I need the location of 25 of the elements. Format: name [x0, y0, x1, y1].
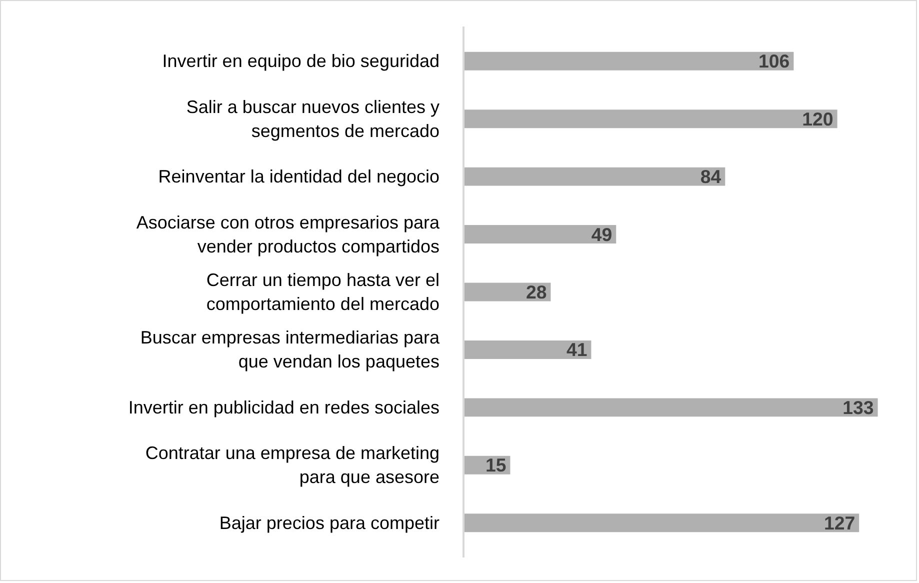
y-tick-label: Buscar empresas intermediarias para que vendan los paquetes — [140, 328, 440, 372]
y-tick-label: Cerrar un tiempo hasta ver el comportamiento del mercado — [206, 270, 440, 314]
data-label: 127 — [824, 512, 856, 534]
data-label: 120 — [802, 108, 834, 130]
bar — [464, 225, 616, 244]
data-label: 84 — [700, 166, 722, 188]
bar — [464, 110, 838, 128]
data-label: 15 — [485, 454, 506, 476]
y-tick-label: Bajar precios para competir — [219, 512, 440, 533]
y-tick-label: Invertir en equipo de bio seguridad — [162, 51, 440, 72]
y-tick-label: Contratar una empresa de marketing para que asesore — [145, 443, 440, 488]
bar — [464, 514, 860, 532]
data-label: 28 — [526, 282, 547, 302]
y-tick-label: Invertir en publicidad en redes sociales — [128, 397, 440, 418]
y-tick-label: Asociarse con otros empresarios para vender productos compartidos — [136, 212, 440, 256]
y-tick-label: Reinventar la identidad del negocio — [158, 166, 440, 187]
data-label: 133 — [842, 396, 874, 418]
bar — [464, 52, 794, 70]
bar — [464, 340, 592, 359]
data-label: 49 — [591, 224, 612, 245]
data-label: 106 — [758, 50, 790, 72]
bar — [464, 167, 726, 186]
bar — [464, 398, 878, 417]
y-tick-label: Salir a buscar nuevos clientes y segmentos de mercado — [186, 96, 440, 141]
data-label: 41 — [566, 339, 588, 360]
